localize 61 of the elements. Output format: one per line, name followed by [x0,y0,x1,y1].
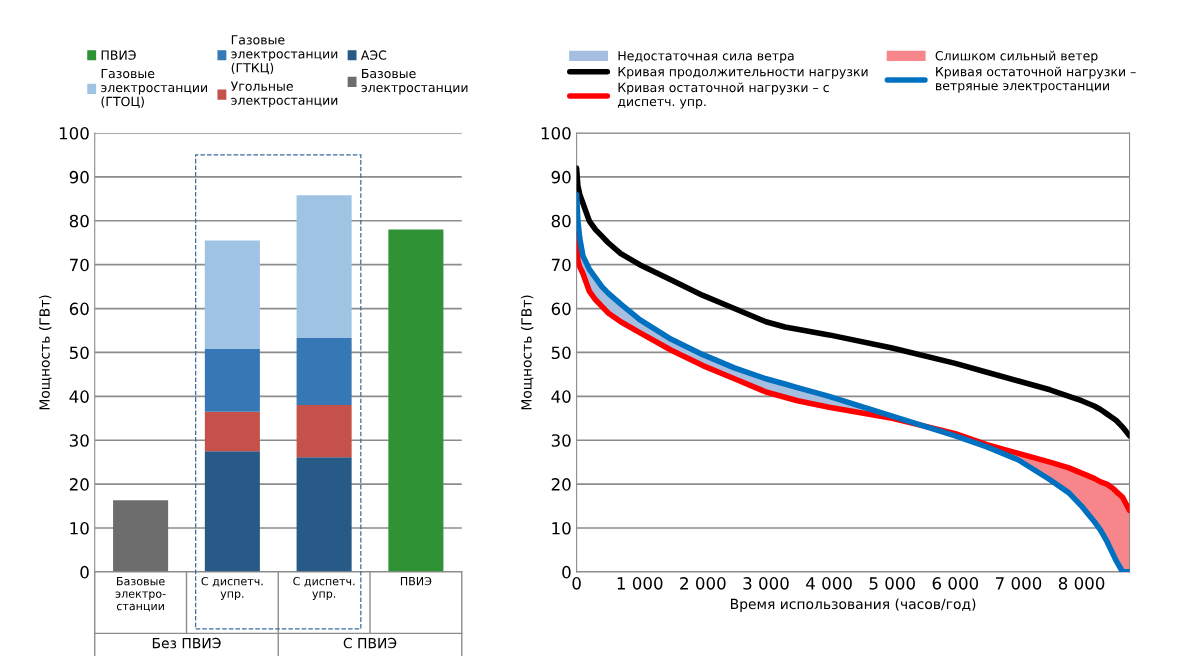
bar [204,451,260,572]
y-tick-label: 40 [551,390,571,403]
text: Без ПВИЭ [152,637,221,649]
legend-label: Угольные электростанции [230,81,338,108]
legend-label: Газовые электростанции (ГТОЦ) [101,68,207,108]
text: С ПВИЭ [343,637,397,649]
bar [296,457,352,572]
y-tick-label: 90 [551,170,571,184]
y-tick-label: 20 [69,478,89,491]
y-tick-label: 0 [562,565,571,579]
y-axis-title: Мощность (ГВт) [39,295,52,410]
legend-label: Базовые электростанции [361,68,468,95]
bar [388,229,444,572]
y-tick-label: 20 [551,478,571,491]
y-tick-label: 50 [551,346,571,360]
legend-label: Слишком сильный ветер [935,50,1098,63]
bar [296,337,352,406]
y-tick-label: 70 [70,258,89,272]
y-tick-label: 50 [69,346,89,360]
x-axis-title: Время использования (часов/год) [731,598,976,612]
bar [296,195,352,338]
x-tick-label: 6 000 [932,577,979,590]
y-tick-label: 100 [541,126,571,140]
x-tick-label: ПВИЭ [400,576,432,586]
x-tick-label: Базовые электро- станции [115,577,166,612]
legend-label: Недостаточная сила ветра [618,51,794,63]
y-tick-label: 40 [69,390,89,403]
y-tick-label: 80 [69,214,89,228]
x-tick-label: С диспетч. упр. [201,576,263,600]
legend-label: Газовые электростанции (ГТКЦ) [231,35,338,75]
x-tick-label: С диспетч. упр. [293,576,355,600]
y-tick-label: 10 [70,521,89,535]
y-tick-label: 10 [552,521,571,535]
y-axis-title: Мощность (ГВт) [520,295,534,410]
bar [204,240,260,349]
y-tick-label: 60 [551,302,571,316]
x-tick-label: 1 000 [617,577,663,590]
bar [296,405,352,458]
y-tick-label: 0 [80,565,89,579]
x-tick-label: 4 000 [806,577,852,590]
x-tick-label: 3 000 [743,577,789,590]
legend-label: Кривая остаточной нагрузки – с диспетч. упр. [617,82,829,109]
x-tick-label: 7 000 [995,577,1042,590]
bar [204,411,260,452]
legend-label: ПВИЭ [101,50,136,60]
bar [204,348,260,412]
x-tick-label: 2 000 [680,577,726,590]
y-tick-label: 70 [551,258,571,272]
y-tick-label: 60 [69,302,89,316]
y-tick-label: 80 [551,214,571,228]
legend-label: Кривая продолжительности нагрузки [618,67,868,79]
legend-label: Кривая остаточной нагрузки – ветряные электростанции [936,66,1136,93]
y-tick-label: 100 [59,126,89,140]
y-tick-label: 30 [69,434,89,447]
x-tick-label: 5 000 [869,577,915,590]
y-tick-label: 30 [551,434,571,447]
y-tick-label: 90 [69,170,89,184]
x-tick-label: 0 [572,577,581,590]
bar [113,500,169,572]
x-tick-label: 8 000 [1058,577,1105,590]
legend-label: АЭС [360,50,387,60]
